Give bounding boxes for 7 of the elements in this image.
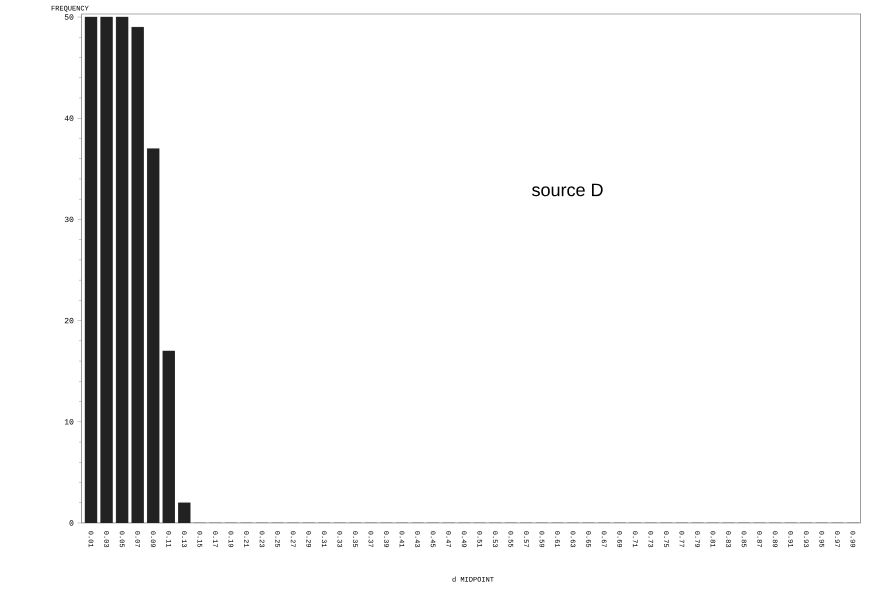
annotation: source D — [532, 184, 603, 196]
y-tick-label: 50 — [64, 14, 74, 20]
y-tick-label: 0 — [70, 520, 74, 526]
y-tick-label: 20 — [64, 318, 74, 324]
y-tick-label: 40 — [64, 116, 74, 121]
y-tick-label: 10 — [64, 419, 74, 425]
y-tick-label: 30 — [64, 216, 74, 222]
